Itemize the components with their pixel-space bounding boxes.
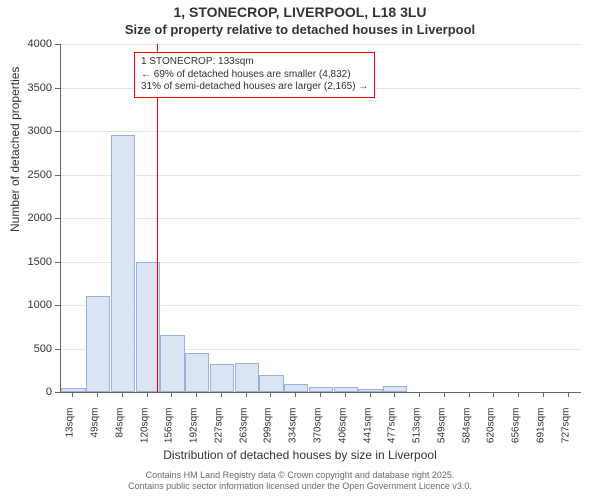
histogram-bar	[111, 135, 135, 392]
histogram-bar	[334, 387, 358, 392]
x-tick-mark	[246, 392, 247, 397]
x-tick-label: 406sqm	[337, 408, 348, 458]
x-tick-label: 156sqm	[164, 408, 175, 458]
x-tick-label: 370sqm	[313, 408, 324, 458]
y-tick-mark	[55, 349, 60, 350]
histogram-bar	[235, 363, 259, 392]
x-tick-label: 691sqm	[535, 408, 546, 458]
y-tick-label: 3000	[12, 125, 52, 137]
x-tick-label: 120sqm	[139, 408, 150, 458]
gridline	[61, 175, 581, 176]
annotation-line-3: 31% of semi-detached houses are larger (…	[141, 81, 368, 94]
x-tick-label: 227sqm	[213, 408, 224, 458]
footer-line-2: Contains public sector information licen…	[0, 481, 600, 492]
y-tick-mark	[55, 88, 60, 89]
chart-subtitle: Size of property relative to detached ho…	[0, 22, 600, 37]
x-tick-mark	[469, 392, 470, 397]
x-tick-mark	[345, 392, 346, 397]
x-tick-label: 192sqm	[189, 408, 200, 458]
y-tick-label: 500	[12, 343, 52, 355]
x-tick-label: 513sqm	[412, 408, 423, 458]
x-tick-mark	[122, 392, 123, 397]
y-tick-mark	[55, 175, 60, 176]
x-tick-mark	[221, 392, 222, 397]
x-tick-mark	[444, 392, 445, 397]
x-tick-label: 441sqm	[362, 408, 373, 458]
y-tick-mark	[55, 305, 60, 306]
histogram-bar	[259, 375, 283, 392]
x-tick-label: 263sqm	[238, 408, 249, 458]
y-tick-mark	[55, 392, 60, 393]
x-tick-label: 549sqm	[436, 408, 447, 458]
gridline	[61, 44, 581, 45]
reference-annotation-box: 1 STONECROP: 133sqm ← 69% of detached ho…	[134, 52, 375, 98]
x-tick-mark	[370, 392, 371, 397]
y-tick-label: 2500	[12, 169, 52, 181]
x-tick-mark	[196, 392, 197, 397]
x-tick-label: 620sqm	[486, 408, 497, 458]
y-tick-label: 4000	[12, 38, 52, 50]
y-tick-label: 1000	[12, 299, 52, 311]
footer-line-1: Contains HM Land Registry data © Crown c…	[0, 470, 600, 481]
x-tick-mark	[518, 392, 519, 397]
x-tick-mark	[543, 392, 544, 397]
histogram-bar	[284, 384, 308, 392]
histogram-chart: 1, STONECROP, LIVERPOOL, L18 3LU Size of…	[0, 0, 600, 500]
x-tick-label: 477sqm	[387, 408, 398, 458]
histogram-bar	[160, 335, 184, 392]
x-tick-mark	[147, 392, 148, 397]
x-tick-mark	[270, 392, 271, 397]
footer-attribution: Contains HM Land Registry data © Crown c…	[0, 466, 600, 493]
x-tick-mark	[295, 392, 296, 397]
x-tick-label: 656sqm	[511, 408, 522, 458]
y-tick-mark	[55, 262, 60, 263]
x-tick-label: 334sqm	[288, 408, 299, 458]
x-tick-mark	[568, 392, 569, 397]
y-tick-mark	[55, 131, 60, 132]
x-tick-mark	[72, 392, 73, 397]
x-tick-mark	[493, 392, 494, 397]
histogram-bar	[185, 353, 209, 392]
x-tick-label: 299sqm	[263, 408, 274, 458]
y-tick-label: 2000	[12, 212, 52, 224]
gridline	[61, 131, 581, 132]
x-tick-mark	[320, 392, 321, 397]
gridline	[61, 218, 581, 219]
histogram-bar	[86, 296, 110, 392]
x-tick-label: 84sqm	[114, 408, 125, 458]
x-tick-label: 49sqm	[90, 408, 101, 458]
histogram-bar	[210, 364, 234, 392]
y-tick-label: 0	[12, 386, 52, 398]
chart-title: 1, STONECROP, LIVERPOOL, L18 3LU	[0, 4, 600, 20]
x-tick-mark	[394, 392, 395, 397]
annotation-line-2: ← 69% of detached houses are smaller (4,…	[141, 69, 368, 82]
y-tick-label: 1500	[12, 256, 52, 268]
x-tick-label: 13sqm	[65, 408, 76, 458]
x-tick-label: 727sqm	[560, 408, 571, 458]
x-tick-mark	[419, 392, 420, 397]
x-tick-mark	[97, 392, 98, 397]
y-tick-mark	[55, 44, 60, 45]
y-tick-label: 3500	[12, 82, 52, 94]
annotation-line-1: 1 STONECROP: 133sqm	[141, 56, 368, 69]
x-tick-label: 584sqm	[461, 408, 472, 458]
x-tick-mark	[171, 392, 172, 397]
y-tick-mark	[55, 218, 60, 219]
